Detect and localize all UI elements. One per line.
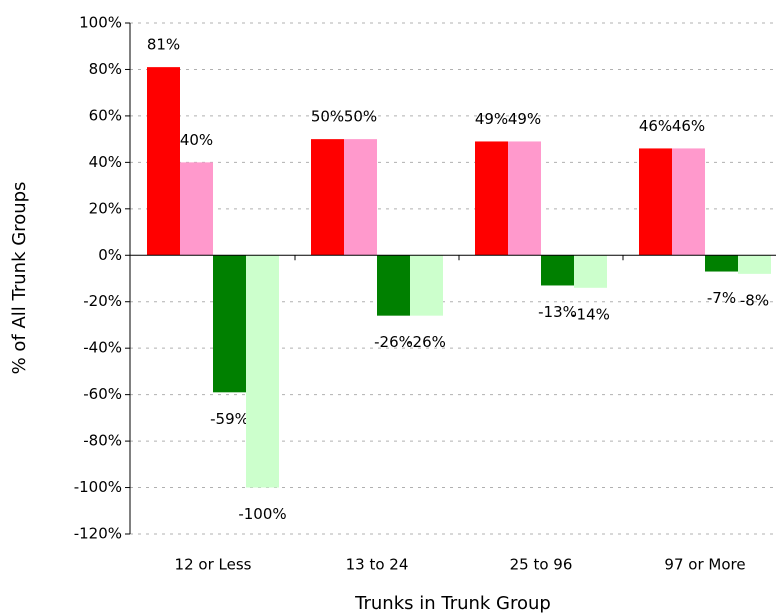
y-tick-label: -20% (83, 292, 122, 310)
bar (738, 255, 771, 274)
bar (475, 141, 508, 256)
x-axis-title: Trunks in Trunk Group (354, 593, 551, 614)
y-tick-label: 20% (89, 199, 122, 217)
bar (311, 139, 344, 256)
value-label: 46% (672, 117, 705, 135)
value-label: -7% (707, 289, 736, 307)
y-tick-label: 100% (79, 14, 122, 32)
value-label: 46% (639, 117, 672, 135)
bar (213, 255, 246, 393)
bar (508, 141, 541, 256)
y-tick-label: -60% (83, 385, 122, 403)
value-label: 50% (311, 108, 344, 126)
y-tick-label: -40% (83, 339, 122, 357)
y-tick-label: 80% (89, 60, 122, 78)
y-tick-label: -80% (83, 432, 122, 450)
bar (574, 255, 607, 288)
value-label: 49% (475, 110, 508, 128)
y-axis-title: % of All Trunk Groups (9, 182, 30, 375)
bar (705, 255, 738, 272)
value-label: 81% (147, 36, 180, 54)
bar (377, 255, 410, 316)
x-tick-label: 25 to 96 (510, 556, 573, 574)
y-tick-label: 60% (89, 106, 122, 124)
value-label: -26% (374, 333, 413, 351)
bar (672, 148, 705, 256)
value-label: -14% (571, 305, 610, 323)
value-label: -13% (538, 303, 577, 321)
bar (344, 139, 377, 256)
bar (639, 148, 672, 256)
y-tick-label: -120% (74, 525, 122, 543)
x-tick-label: 97 or More (664, 556, 745, 574)
value-label: -8% (740, 291, 769, 309)
y-tick-label: 0% (98, 246, 122, 264)
bar (147, 67, 180, 256)
bar (410, 255, 443, 316)
x-tick-label: 12 or Less (175, 556, 252, 574)
value-label: 40% (180, 131, 213, 149)
bar (541, 255, 574, 286)
bar (246, 255, 279, 488)
value-label: -100% (238, 505, 286, 523)
x-tick-label: 13 to 24 (346, 556, 409, 574)
y-tick-label: 40% (89, 153, 122, 171)
value-label: 50% (344, 108, 377, 126)
value-label: -59% (210, 410, 249, 428)
value-label: 49% (508, 110, 541, 128)
bar (180, 162, 213, 256)
value-label: -26% (407, 333, 446, 351)
y-tick-label: -100% (74, 478, 122, 496)
